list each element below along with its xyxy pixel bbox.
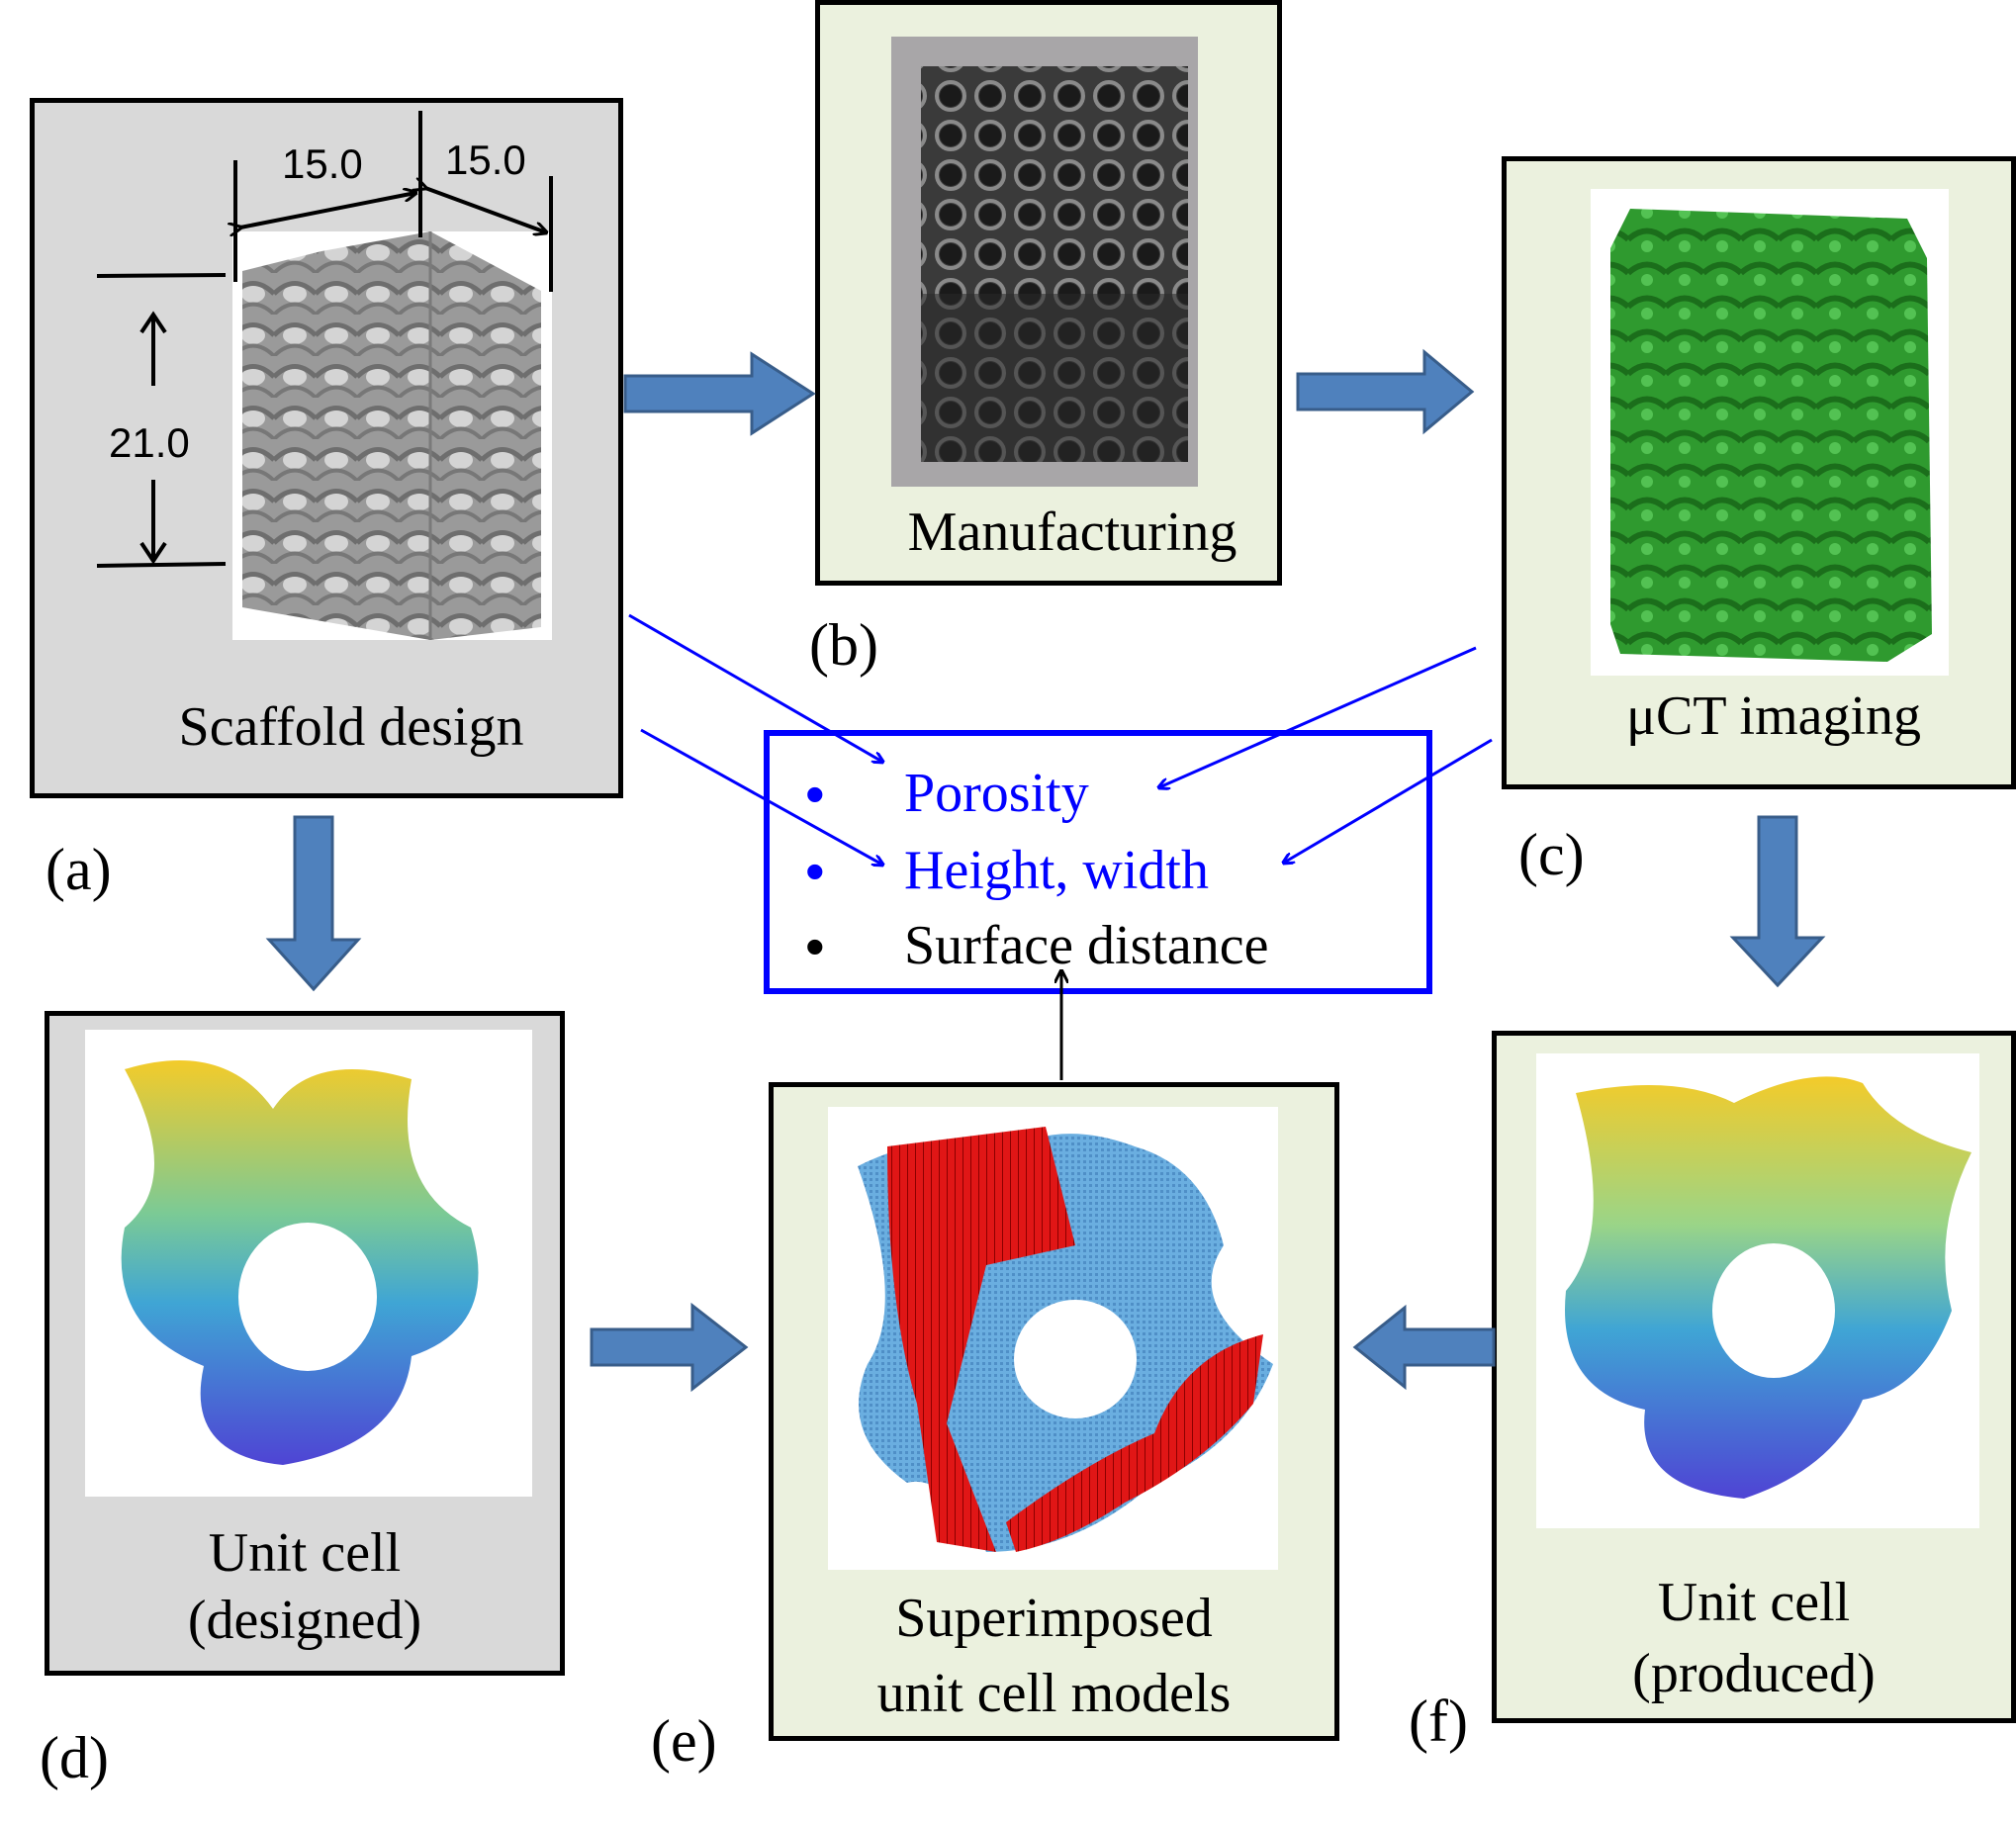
dimension-width-right: 15.0 bbox=[445, 137, 526, 183]
unit-cell-produced-image bbox=[1536, 1053, 1979, 1528]
arrow-d-to-e bbox=[590, 1302, 749, 1393]
scaffold-design-image bbox=[232, 231, 552, 640]
panel-superimposed: Superimposed unit cell models bbox=[769, 1082, 1339, 1741]
evaluation-metrics-box: • Porosity • Height, width • Surface dis… bbox=[764, 730, 1432, 994]
uct-imaging-caption: μCT imaging bbox=[1625, 685, 1922, 747]
scaffold-design-caption: Scaffold design bbox=[178, 696, 524, 758]
label-d: (d) bbox=[40, 1725, 109, 1790]
dimension-width-left: 15.0 bbox=[282, 140, 363, 187]
panel-uct-imaging: μCT imaging bbox=[1502, 156, 2016, 789]
unit-cell-designed-image bbox=[85, 1030, 532, 1497]
label-a: (a) bbox=[46, 837, 112, 902]
superimposed-caption-line2: unit cell models bbox=[876, 1663, 1232, 1724]
arrow-a-to-d bbox=[265, 815, 362, 992]
arrow-c-to-f bbox=[1729, 815, 1826, 988]
unit-cell-produced-caption-line1: Unit cell bbox=[1657, 1572, 1851, 1633]
arrow-a-to-b bbox=[623, 351, 816, 436]
manufactured-scaffold-photo bbox=[891, 37, 1198, 487]
manufacturing-caption: Manufacturing bbox=[907, 502, 1237, 563]
label-b: (b) bbox=[809, 612, 878, 678]
uct-scaffold-image bbox=[1591, 189, 1949, 676]
dimension-height: 21.0 bbox=[109, 419, 190, 466]
label-e: (e) bbox=[651, 1708, 717, 1774]
metric-bullet: • bbox=[805, 915, 825, 977]
metric-surface-distance: Surface distance bbox=[904, 915, 1269, 976]
unit-cell-designed-caption-line2: (designed) bbox=[187, 1590, 422, 1651]
label-f: (f) bbox=[1409, 1689, 1468, 1754]
arrow-b-to-c bbox=[1296, 348, 1475, 435]
unit-cell-designed-caption-line1: Unit cell bbox=[208, 1522, 402, 1584]
metric-height-width: Height, width bbox=[904, 840, 1209, 901]
unit-cell-produced-caption-line2: (produced) bbox=[1632, 1643, 1876, 1704]
label-c: (c) bbox=[1518, 822, 1585, 887]
metric-porosity: Porosity bbox=[904, 763, 1089, 824]
panel-unit-cell-designed: Unit cell (designed) bbox=[45, 1011, 565, 1676]
panel-unit-cell-produced: Unit cell (produced) bbox=[1492, 1031, 2016, 1723]
panel-manufacturing: Manufacturing bbox=[815, 0, 1282, 586]
metric-bullet: • bbox=[805, 840, 825, 902]
arrow-f-to-e bbox=[1352, 1304, 1496, 1391]
superimposed-caption-line1: Superimposed bbox=[895, 1588, 1213, 1649]
metric-bullet: • bbox=[805, 763, 825, 825]
superimposed-model-image bbox=[828, 1107, 1278, 1570]
